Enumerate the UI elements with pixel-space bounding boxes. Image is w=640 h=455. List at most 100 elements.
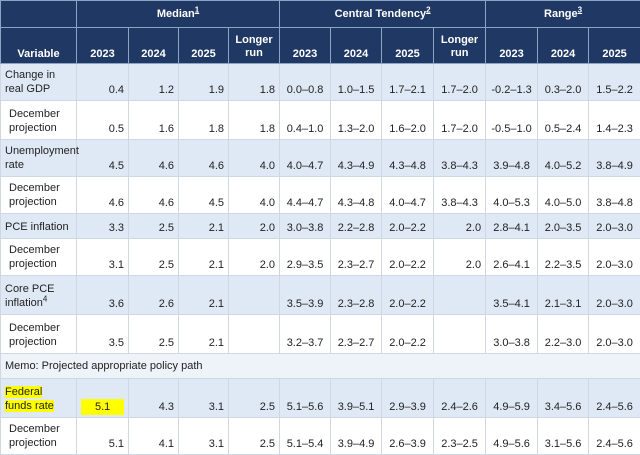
header-central-tendency: Central Tendency2 [280, 1, 486, 28]
table-cell [434, 315, 486, 354]
row-label: Change in real GDP [1, 64, 77, 101]
table-cell: 1.3–2.0 [331, 101, 382, 140]
table-cell: 3.0–3.8 [486, 315, 538, 354]
table-cell: 4.6 [129, 177, 179, 214]
table-row-federal-funds: Federal funds rate 5.1 4.3 3.1 2.5 5.1–5… [1, 379, 640, 418]
table-cell: 0.3–2.0 [538, 64, 589, 101]
table-cell: 3.5–4.1 [486, 276, 538, 315]
table-cell: 0.4 [77, 64, 129, 101]
row-label: December projection [1, 239, 77, 276]
table-cell: 4.0–5.3 [486, 177, 538, 214]
table-row-core-pce: Core PCE inflation4 3.6 2.6 2.1 3.5–3.9 … [1, 276, 640, 315]
table-cell: 3.5 [77, 315, 129, 354]
table-cell: 2.0–2.2 [382, 214, 434, 239]
table-cell: 4.0–5.0 [538, 177, 589, 214]
table-cell: 3.3 [77, 214, 129, 239]
table-cell: 2.3–2.8 [331, 276, 382, 315]
table-row-pce-december: December projection 3.1 2.5 2.1 2.0 2.9–… [1, 239, 640, 276]
table-cell: 5.1 [77, 379, 129, 418]
table-cell: 4.6 [77, 177, 129, 214]
table-cell [229, 276, 280, 315]
table-cell: 0.4–1.0 [280, 101, 331, 140]
table-cell: 2.8–4.1 [486, 214, 538, 239]
table-cell: 3.2–3.7 [280, 315, 331, 354]
table-cell: 4.3 [129, 379, 179, 418]
table-cell: 1.5–2.2 [589, 64, 640, 101]
table-cell: 0.5–2.4 [538, 101, 589, 140]
table-cell: 3.9–4.9 [331, 418, 382, 455]
header-median-2024: 2024 [129, 28, 179, 64]
table-row-pce: PCE inflation 3.3 2.5 2.1 2.0 3.0–3.8 2.… [1, 214, 640, 239]
table-cell: 1.6–2.0 [382, 101, 434, 140]
table-cell: 2.3–2.7 [331, 315, 382, 354]
table-cell: 2.5 [229, 379, 280, 418]
table-cell: 4.5 [179, 177, 229, 214]
header-median-2023: 2023 [77, 28, 129, 64]
table-cell: 1.9 [179, 64, 229, 101]
row-label: December projection [1, 315, 77, 354]
header-year-row: Variable 2023 2024 2025 Longer run 2023 … [1, 28, 640, 64]
table-cell: 2.5 [229, 418, 280, 455]
table-cell: 2.1–3.1 [538, 276, 589, 315]
table-cell: 3.1–5.6 [538, 418, 589, 455]
table-row-unemployment-december: December projection 4.6 4.6 4.5 4.0 4.4–… [1, 177, 640, 214]
table-row-core-pce-december: December projection 3.5 2.5 2.1 3.2–3.7 … [1, 315, 640, 354]
table-cell: 2.0–3.0 [589, 239, 640, 276]
header-ct-2024: 2024 [331, 28, 382, 64]
header-range: Range3 [486, 1, 640, 28]
table-cell: 2.0 [229, 239, 280, 276]
table-cell: 3.0–3.8 [280, 214, 331, 239]
table-cell: 2.1 [179, 315, 229, 354]
table-cell: -0.5–1.0 [486, 101, 538, 140]
table-cell: 3.8–4.8 [589, 177, 640, 214]
footnote-link-2[interactable]: 2 [426, 5, 430, 14]
table-cell [434, 276, 486, 315]
row-label: PCE inflation [1, 214, 77, 239]
table-cell: 3.1 [179, 379, 229, 418]
table-cell: 1.4–2.3 [589, 101, 640, 140]
table-cell: 3.1 [77, 239, 129, 276]
table-cell: 4.3–4.8 [382, 140, 434, 177]
table-cell: 2.0 [434, 214, 486, 239]
table-cell: 4.4–4.7 [280, 177, 331, 214]
memo-row: Memo: Projected appropriate policy path [1, 354, 640, 379]
table-cell: 4.0 [229, 177, 280, 214]
table-cell: 2.4–5.6 [589, 418, 640, 455]
table-cell [229, 315, 280, 354]
row-label: December projection [1, 418, 77, 455]
table-cell: 4.6 [179, 140, 229, 177]
row-label: Unemployment rate [1, 140, 77, 177]
header-ct-2025: 2025 [382, 28, 434, 64]
table-cell: 2.6 [129, 276, 179, 315]
header-blank-cell [1, 1, 77, 28]
table-cell: 4.9–5.9 [486, 379, 538, 418]
footnote-link-3[interactable]: 3 [578, 5, 582, 14]
table-row-federal-funds-december: December projection 5.1 4.1 3.1 2.5 5.1–… [1, 418, 640, 455]
header-median: Median1 [77, 1, 280, 28]
table-cell: 4.0 [229, 140, 280, 177]
table-cell: 2.4–2.6 [434, 379, 486, 418]
table-cell: 4.0–5.2 [538, 140, 589, 177]
header-ct-2023: 2023 [280, 28, 331, 64]
table-cell: 2.5 [129, 315, 179, 354]
table-cell: 3.8–4.3 [434, 177, 486, 214]
table-cell: 1.2 [129, 64, 179, 101]
table-cell: -0.2–1.3 [486, 64, 538, 101]
memo-text: Memo: Projected appropriate policy path [1, 354, 640, 379]
footnote-link-1[interactable]: 1 [195, 5, 199, 14]
table-cell: 2.1 [179, 239, 229, 276]
table-cell: 3.5–3.9 [280, 276, 331, 315]
table-cell: 2.0–3.0 [589, 276, 640, 315]
table-cell: 1.7–2.0 [434, 101, 486, 140]
table-cell: 2.6–4.1 [486, 239, 538, 276]
table-row-unemployment: Unemployment rate 4.5 4.6 4.6 4.0 4.0–4.… [1, 140, 640, 177]
row-label: Federal funds rate [1, 379, 77, 418]
table-cell: 2.0–2.2 [382, 315, 434, 354]
table-cell: 1.7–2.1 [382, 64, 434, 101]
table-cell: 2.5 [129, 214, 179, 239]
table-cell: 2.2–2.8 [331, 214, 382, 239]
table-cell: 2.1 [179, 214, 229, 239]
table-cell: 2.0–3.5 [538, 214, 589, 239]
table-cell: 2.0 [434, 239, 486, 276]
table-cell: 5.1–5.4 [280, 418, 331, 455]
